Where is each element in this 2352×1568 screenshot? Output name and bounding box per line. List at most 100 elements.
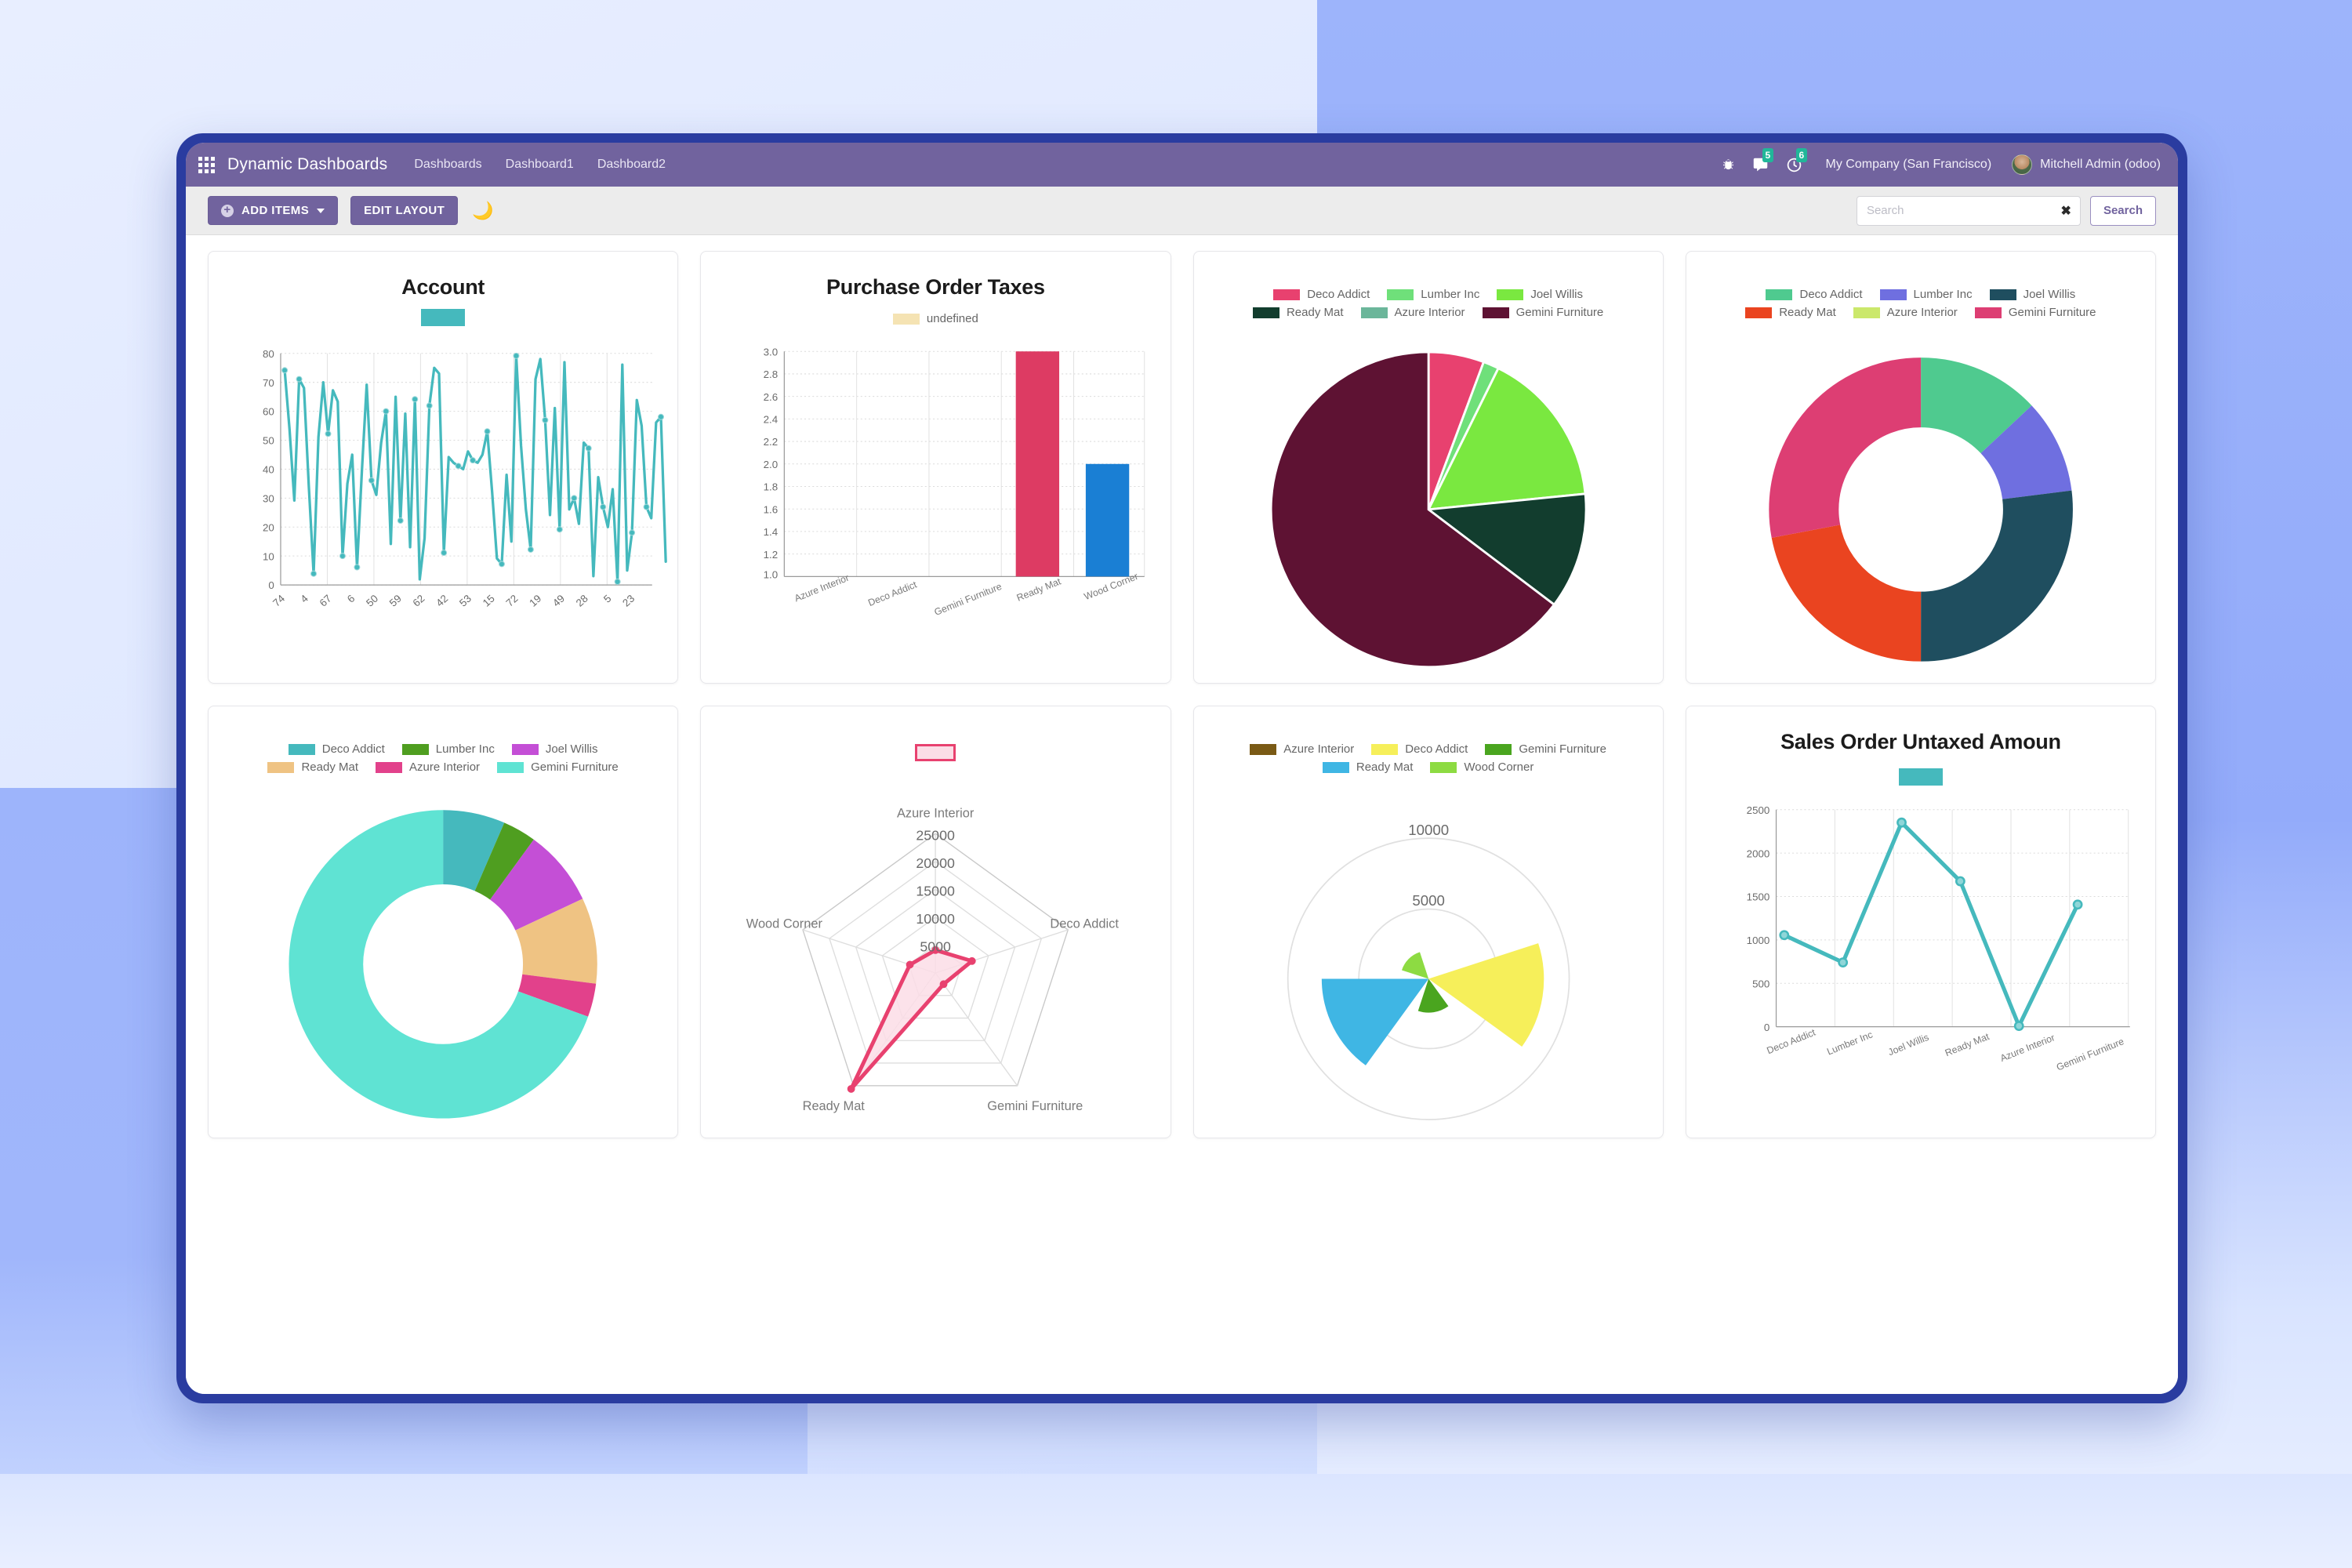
donut-seg-gemini-furniture: [289, 810, 597, 1119]
edit-layout-label: EDIT LAYOUT: [364, 204, 445, 217]
legend-item[interactable]: Joel Willis: [1497, 288, 1583, 301]
bars: [1015, 351, 1130, 577]
legend-swatch: [1371, 743, 1399, 755]
dashboard-card-sales-order-total[interactable]: Sales Order Total Deco Addict Lumber Inc…: [1685, 251, 2156, 684]
legend-item[interactable]: Lumber Inc: [401, 742, 495, 756]
y-axis-ticks: 3.0 2.8 2.6 2.4 2.2 2.0 1.8 1.6 1.4 1.2 …: [764, 346, 779, 580]
search-input[interactable]: [1856, 195, 2081, 226]
legend-label: undefined: [926, 312, 978, 325]
legend-swatch: [1273, 289, 1301, 300]
svg-text:20: 20: [263, 521, 274, 533]
chart-purchase-order-untaxed-amount: 25000 20000 15000 10000 5000 Azure Inter…: [710, 735, 1160, 1138]
legend-label: Ready Mat: [1779, 306, 1836, 319]
legend-label: Deco Addict: [1405, 742, 1468, 756]
nav-link-dashboard2[interactable]: Dashboard2: [597, 158, 666, 171]
svg-text:Deco Addict: Deco Addict: [867, 579, 920, 608]
dashboard-card-line[interactable]: line Deco Addict Lumber Inc Joel Willis …: [208, 706, 679, 1138]
svg-text:15: 15: [481, 593, 497, 609]
svg-text:Azure Interior: Azure Interior: [1998, 1032, 2056, 1064]
legend-swatch: [1360, 307, 1388, 318]
nav-link-dashboards[interactable]: Dashboards: [414, 158, 482, 171]
chat-bubble-icon[interactable]: 5: [1752, 147, 1774, 173]
legend-item[interactable]: Wood Corner: [1430, 760, 1534, 774]
chart-sales-order-untaxed-amount: 2500 2000 1500 1000 500 0 Deco Addict: [1696, 759, 2146, 1130]
legend-item[interactable]: Ready Mat: [1745, 306, 1836, 319]
sales-order-total-doughnut-svg: [1769, 358, 2073, 662]
chart-legend: Deco Addict Lumber Inc Joel Willis Ready…: [1727, 280, 2114, 324]
svg-text:1000: 1000: [1746, 935, 1769, 946]
dashboard-card-purchase-order-total[interactable]: Purchase Order Total Azure Interior Deco…: [1192, 706, 1664, 1138]
add-items-button[interactable]: + ADD ITEMS: [208, 196, 339, 225]
polar-sector-deco-addict: [1428, 943, 1544, 1047]
card-title: Sales Order Untaxed Amoun: [1780, 730, 2061, 753]
legend-swatch: [1766, 289, 1793, 300]
legend-item[interactable]: Azure Interior: [1250, 742, 1354, 756]
legend-item[interactable]: Ready Mat: [267, 760, 358, 774]
user-menu-label[interactable]: Mitchell Admin (odoo): [2040, 158, 2161, 171]
grid: [783, 350, 1145, 577]
moon-icon[interactable]: 🌙: [472, 200, 494, 220]
dashboard-card-purchase-order-taxes[interactable]: Purchase Order Taxes undefined: [700, 251, 1171, 684]
legend-item[interactable]: Ready Mat: [1322, 760, 1413, 774]
legend-swatch: [1745, 307, 1773, 318]
dashboard-card-purchase-order-untaxed-amount[interactable]: Purchase Order Untaxed Amount: [700, 706, 1171, 1138]
chart-line: Deco Addict Lumber Inc Joel Willis Ready…: [218, 735, 668, 1138]
clock-icon[interactable]: 6: [1786, 147, 1808, 173]
svg-text:500: 500: [1752, 978, 1769, 989]
dashboard-card-account[interactable]: Account: [208, 251, 679, 684]
legend-item[interactable]: Azure Interior: [1360, 306, 1465, 319]
edit-layout-button[interactable]: EDIT LAYOUT: [350, 196, 459, 225]
legend-item[interactable]: Gemini Furniture: [1482, 306, 1603, 319]
y-axis-ticks: 2500 2000 1500 1000 500 0: [1746, 804, 1769, 1033]
legend-item[interactable]: Joel Willis: [1989, 288, 2075, 301]
legend-swatch: [915, 744, 956, 761]
dashboard-card-sales-order-untaxed-amount[interactable]: Sales Order Untaxed Amoun: [1685, 706, 2156, 1138]
browser-viewport: Dynamic Dashboards Dashboards Dashboard1…: [186, 143, 2178, 1394]
radial-ticks: 25000 20000 15000 10000 5000: [916, 827, 956, 954]
line-series: [1781, 820, 2080, 1029]
pie-slice-ready-mat: [1425, 492, 1588, 607]
apps-grid-icon[interactable]: [198, 156, 215, 173]
legend-swatch: [1322, 761, 1349, 773]
legend-label: Lumber Inc: [435, 742, 495, 756]
legend-item[interactable]: Lumber Inc: [1879, 288, 1973, 301]
bug-icon[interactable]: [1722, 158, 1735, 172]
user-avatar[interactable]: [2012, 154, 2033, 175]
legend-item[interactable]: Azure Interior: [376, 760, 480, 774]
legend-item[interactable]: Deco Addict: [288, 742, 385, 756]
legend-item[interactable]: Azure Interior: [1853, 306, 1958, 319]
legend-swatch: [376, 761, 403, 773]
legend-item[interactable]: undefined: [892, 312, 978, 325]
legend-item[interactable]: Gemini Furniture: [1974, 306, 2096, 319]
legend-item[interactable]: Deco Addict: [1273, 288, 1370, 301]
legend-item[interactable]: Joel Willis: [511, 742, 598, 756]
donut-seg-ready-mat: [289, 810, 597, 1119]
legend-item[interactable]: Lumber Inc: [1387, 288, 1479, 301]
close-icon[interactable]: ✖: [2060, 204, 2071, 218]
x-axis-ticks: Azure Interior Deco Addict Gemini Furnit…: [793, 571, 1139, 618]
dashboard-card-sales-order-taxes[interactable]: Sales Order Taxes Deco Addict Lumber Inc…: [1192, 251, 1664, 684]
search-button[interactable]: Search: [2089, 195, 2156, 226]
y-axis-ticks: 80 70 60 50 40 30 20 10 0: [263, 348, 274, 591]
chart-account: 80 70 60 50 40 30 20 10 0: [218, 299, 668, 675]
add-items-label: ADD ITEMS: [241, 204, 310, 217]
svg-text:23: 23: [620, 593, 637, 609]
legend-item[interactable]: Gemini Furniture: [497, 760, 619, 774]
legend-label: Joel Willis: [545, 742, 598, 756]
svg-text:50: 50: [364, 593, 380, 609]
messages-count-badge: 5: [1762, 147, 1774, 162]
legend-item[interactable]: Gemini Furniture: [1485, 742, 1606, 756]
svg-text:1.4: 1.4: [764, 526, 779, 538]
legend-item[interactable]: Deco Addict: [1371, 742, 1468, 756]
chart-legend: Azure Interior Deco Addict Gemini Furnit…: [1235, 735, 1622, 779]
svg-text:30: 30: [263, 493, 274, 505]
svg-text:Deco Addict: Deco Addict: [1765, 1026, 1817, 1056]
legend-item[interactable]: Deco Addict: [1766, 288, 1863, 301]
svg-text:Ready Mat: Ready Mat: [1015, 575, 1063, 603]
nav-link-dashboard1[interactable]: Dashboard1: [505, 158, 574, 171]
legend-item[interactable]: Ready Mat: [1252, 306, 1344, 319]
company-selector[interactable]: My Company (San Francisco): [1825, 158, 1992, 171]
svg-text:50: 50: [263, 435, 274, 447]
legend-label: Azure Interior: [1886, 306, 1958, 319]
pie-slice-gemini-furniture: [1269, 350, 1555, 669]
